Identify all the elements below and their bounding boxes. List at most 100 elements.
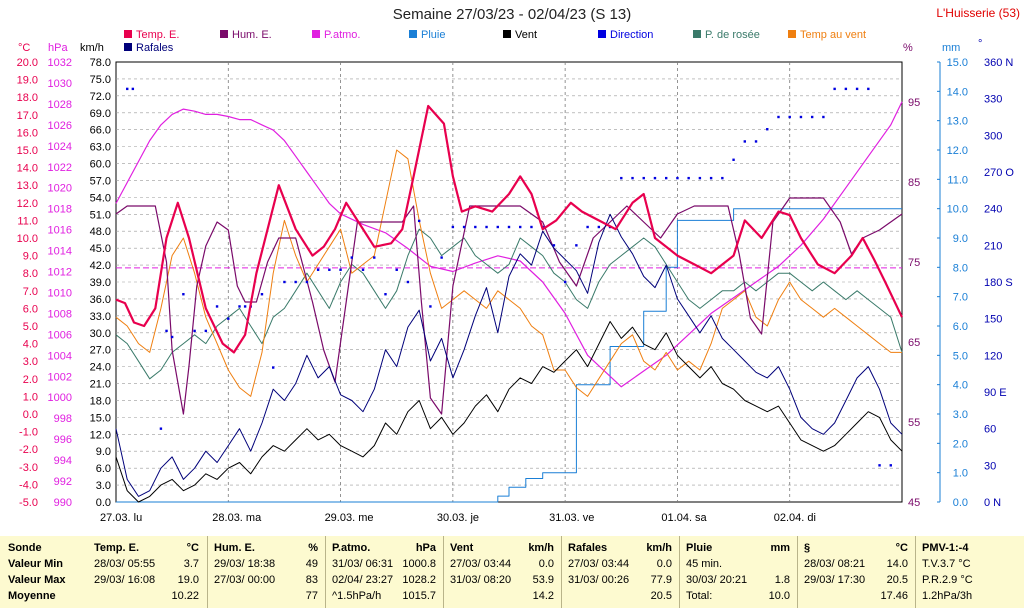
stats-avg-row: 77 [208,588,326,604]
temp-tick-label: 20.0 [17,57,38,69]
stats-min-row: 27/03/ 03:44 0.0 [444,556,562,572]
stats-min-row: 27/03/ 03:44 0.0 [562,556,680,572]
stats-max-value: 19.0 [177,574,199,586]
temp-tick-label: 6.0 [23,303,38,315]
direction-point [631,176,634,180]
legend-label: P. de rosée [705,29,760,41]
temp-tick-label: 3.0 [23,356,38,368]
stats-block: Temp. E. °C 28/03/ 05:55 3.7 29/03/ 16:08 19.… [88,536,207,608]
stats-block: Vent km/h 27/03/ 03:44 0.0 31/03/ 08:20 53.9 1… [443,536,562,608]
stats-min-row: T.V.3.7 °C [916,556,1024,572]
label-avg: Moyenne [8,590,56,602]
rain-tick-label: 1.0 [953,468,968,480]
direction-point [653,176,657,180]
wind-tick-label: 27.0 [90,345,111,357]
stats-avg-value: 10.0 [768,590,790,602]
series-line-temp-e [115,104,903,354]
stats-block: § °C 28/03/ 08:21 14.0 29/03/ 17:30 20.5 17.46 [797,536,916,608]
stats-avg-label: Total: [686,590,713,602]
dir-tick-label: 300 [984,130,1002,142]
direction-point [238,305,241,308]
press-tick-label: 990 [54,497,72,509]
stats-avg-row: ^1.5hPa/h 1015.7 [326,588,444,604]
direction-point [165,329,168,333]
stats-min-row: 28/03/ 08:21 14.0 [798,556,916,572]
direction-point [204,329,208,333]
direction-point [687,176,690,180]
stats-avg-row: Total: 10.0 [680,588,798,604]
dir-tick-label: 30 [984,460,996,472]
direction-point [215,305,219,308]
press-tick-label: 1030 [48,78,72,90]
direction-point [328,268,331,271]
direction-point [429,305,432,308]
stats-max-row: 27/03/ 00:00 83 [208,572,326,588]
stats-min-value: 1000.8 [402,558,436,570]
wind-tick-label: 42.0 [90,260,111,272]
stats-max-value: 83 [305,574,318,586]
stats-block: PMV-1:-4 T.V.3.7 °C P.R.2.9 °C 1.2hPa/3h [915,536,1024,608]
stats-min-value: 49 [305,558,318,570]
direction-point [260,293,264,296]
x-tick-label: 02.04. di [774,512,816,524]
legend-label: Temp au vent [800,29,866,41]
wind-tick-label: 69.0 [90,108,111,120]
press-tick-label: 1004 [48,350,72,362]
dir-tick-label: 120 [984,350,1002,362]
direction-point [552,244,556,247]
dir-tick-label: 270 O [984,167,1014,179]
direction-point [833,87,836,91]
direction-point [743,140,746,143]
press-tick-label: 1014 [48,246,72,258]
direction-point [395,268,398,271]
rain-tick-label: 5.0 [953,350,968,362]
rain-tick-label: 4.0 [953,380,968,392]
press-tick-label: 1024 [48,141,72,153]
stats-min-value: 3.7 [183,558,199,570]
stats-min-value: 0.0 [656,558,672,570]
hum-tick-label: 45 [908,497,920,509]
stats-header-label: Hum. E. [214,542,255,554]
label-sonde: Sonde [8,542,42,554]
wind-tick-label: 51.0 [90,209,111,221]
wind-tick-label: 21.0 [90,379,111,391]
direction-point [126,87,129,91]
press-unit-label: hPa [48,42,68,54]
wind-tick-label: 12.0 [90,429,111,441]
temp-tick-label: -4.0 [19,479,38,491]
stats-label-column: Sonde Valeur Min Valeur Max Moyenne [0,536,88,608]
press-tick-label: 1018 [48,204,72,216]
stats-max-row: 31/03/ 08:20 53.9 [444,572,562,588]
stats-header-value: °C [895,542,908,554]
stats-max-label: 31/03/ 08:20 [450,574,512,586]
stats-max-label: 30/03/ 20:21 [686,574,748,586]
temp-tick-label: 11.0 [17,215,38,227]
stats-min-label: 28/03/ 08:21 [804,558,866,570]
wind-tick-label: 60.0 [90,159,111,171]
dir-tick-label: 330 [984,94,1002,106]
direction-point [440,256,443,259]
wind-tick-label: 66.0 [90,125,111,137]
direction-point [676,176,679,180]
stats-max-value: 1.8 [774,574,790,586]
temp-tick-label: 19.0 [17,75,38,87]
legend-label: Direction [610,29,653,41]
direction-point [227,317,230,320]
legend-swatch [503,30,511,38]
rain-tick-label: 2.0 [953,438,968,450]
stats-min-row: 31/03/ 06:31 1000.8 [326,556,444,572]
legend-label: P.atmo. [324,29,361,41]
stats-max-value: 77.9 [650,574,672,586]
legend-swatch [220,30,228,38]
legend-label: Hum. E. [232,29,272,41]
wind-tick-label: 3.0 [96,480,111,492]
temp-tick-label: 15.0 [17,145,38,157]
direction-point [732,158,735,161]
stats-max-label: 27/03/ 00:00 [214,574,276,586]
press-tick-label: 1002 [48,371,72,383]
direction-point [642,176,645,180]
stats-max-row: 29/03/ 17:30 20.5 [798,572,916,588]
legend-label: Temp. E. [136,29,179,41]
temp-tick-label: 8.0 [23,268,38,280]
stats-avg-row: 10.22 [88,588,207,604]
